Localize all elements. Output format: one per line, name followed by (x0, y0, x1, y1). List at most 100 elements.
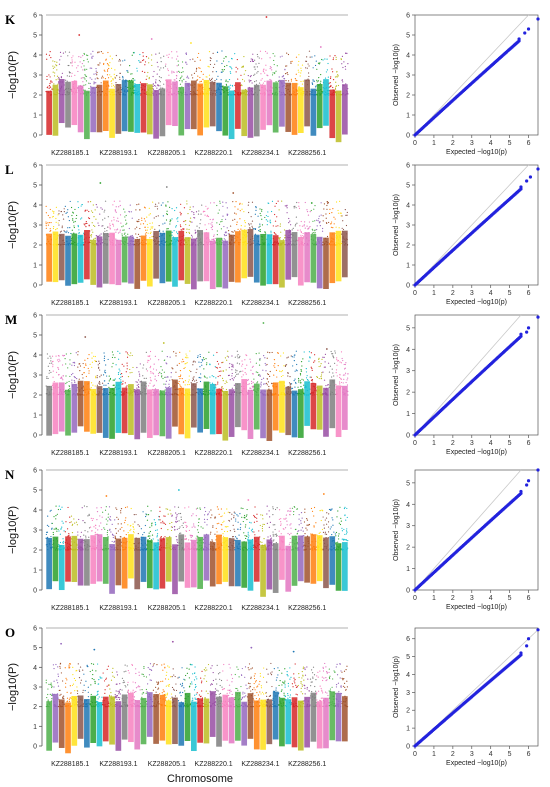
snp-point (148, 92, 150, 94)
snp-point (111, 540, 113, 543)
qq-y-tick-label: 5 (406, 33, 410, 40)
snp-point (241, 393, 243, 395)
snp-point (111, 351, 114, 353)
snp-point (269, 389, 271, 391)
panel-letter: K (5, 12, 16, 27)
snp-point (206, 215, 208, 217)
snp-point (203, 210, 205, 212)
snp-point (154, 240, 157, 242)
chromosome-band (329, 232, 336, 284)
snp-point (195, 371, 197, 374)
snp-point (253, 228, 255, 230)
snp-point (209, 79, 211, 82)
snp-point (170, 376, 172, 378)
snp-point (83, 388, 85, 390)
snp-point (255, 63, 257, 65)
snp-point (65, 244, 67, 246)
snp-point (328, 94, 330, 96)
snp-point (85, 80, 88, 82)
snp-point (108, 375, 110, 377)
snp-point (115, 211, 117, 213)
snp-point (94, 524, 97, 526)
snp-point (175, 77, 178, 79)
snp-point (219, 200, 221, 202)
snp-point (71, 549, 73, 551)
snp-point (103, 242, 106, 245)
snp-point (312, 385, 315, 387)
snp-point (222, 215, 224, 217)
snp-point (68, 385, 71, 388)
snp-point (254, 92, 256, 94)
snp-point (205, 390, 207, 393)
snp-point (314, 243, 316, 245)
snp-point (113, 547, 116, 550)
snp-point (179, 351, 181, 353)
snp-point (316, 94, 319, 96)
snp-point (58, 530, 60, 532)
snp-point (106, 234, 108, 236)
snp-point (198, 242, 200, 244)
manhattan-y-tick-label: 6 (33, 313, 37, 320)
snp-point (179, 224, 182, 226)
snp-point (124, 241, 126, 243)
snp-point (324, 361, 326, 363)
snp-point (127, 354, 129, 356)
snp-point (155, 94, 158, 96)
snp-point (302, 388, 304, 390)
snp-point (101, 388, 103, 390)
snp-point (273, 63, 275, 66)
snp-point (243, 73, 245, 75)
snp-point (292, 242, 294, 245)
snp-point (88, 225, 90, 227)
snp-point (93, 83, 95, 85)
snp-point (187, 85, 190, 87)
snp-point (78, 90, 80, 92)
snp-point (73, 87, 75, 89)
snp-point (227, 243, 229, 246)
chromosome-band (65, 235, 71, 286)
snp-point (269, 66, 272, 68)
chromosome-band (159, 88, 166, 137)
snp-point (61, 81, 64, 83)
snp-point (52, 544, 54, 546)
snp-point (166, 213, 169, 216)
snp-point (340, 351, 343, 353)
snp-point (251, 235, 254, 238)
snp-point (322, 393, 324, 395)
snp-point (290, 392, 292, 394)
snp-point (90, 85, 92, 87)
snp-point (317, 239, 319, 241)
snp-point (102, 549, 105, 551)
snp-point (341, 63, 343, 65)
chromosome-band (109, 88, 115, 138)
snp-point (244, 225, 246, 227)
snp-point (297, 69, 299, 71)
manhattan-y-tick-label: 4 (33, 203, 37, 210)
snp-point (138, 91, 140, 93)
snp-point (117, 372, 120, 374)
snp-point (178, 362, 180, 365)
snp-point (189, 220, 191, 222)
snp-point (130, 389, 132, 392)
snp-point (319, 225, 321, 227)
snp-point (200, 388, 202, 390)
snp-point (99, 392, 101, 394)
snp-point (237, 208, 239, 210)
snp-point (185, 61, 187, 63)
snp-point (331, 376, 333, 378)
snp-point (110, 67, 113, 70)
snp-point (106, 226, 109, 228)
snp-point (147, 89, 150, 91)
snp-point (290, 383, 293, 385)
snp-point (132, 366, 134, 369)
snp-point (305, 232, 307, 234)
snp-point (131, 234, 133, 237)
snp-point (60, 210, 63, 213)
snp-point (169, 223, 171, 225)
snp-point (309, 225, 311, 228)
snp-point (127, 392, 129, 394)
snp-point (249, 227, 251, 229)
snp-point (321, 90, 323, 93)
snp-point (347, 93, 349, 95)
